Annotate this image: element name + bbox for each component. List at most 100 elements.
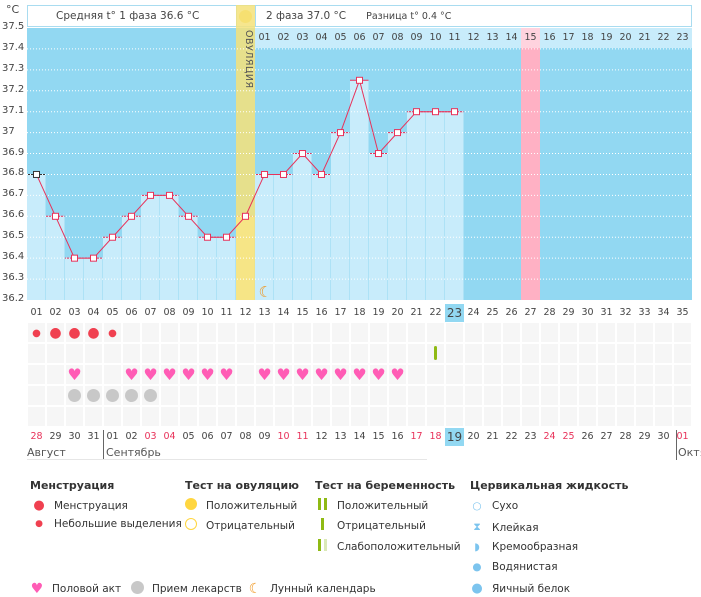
day-cell[interactable] xyxy=(28,323,45,342)
day-cell[interactable] xyxy=(560,407,577,426)
date-label[interactable]: 04 xyxy=(163,431,176,442)
day-cell[interactable] xyxy=(617,407,634,426)
day-cell[interactable] xyxy=(66,323,83,342)
day-cell[interactable] xyxy=(104,407,121,426)
day-cell[interactable] xyxy=(655,344,672,363)
day-cell[interactable] xyxy=(294,386,311,405)
day-cell[interactable] xyxy=(674,386,691,405)
day-cell[interactable] xyxy=(351,323,368,342)
day-cell[interactable] xyxy=(617,365,634,384)
day-cell[interactable] xyxy=(522,386,539,405)
day-cell[interactable] xyxy=(598,386,615,405)
day-cell[interactable] xyxy=(674,365,691,384)
day-cell[interactable] xyxy=(484,323,501,342)
day-cell[interactable] xyxy=(465,386,482,405)
date-label[interactable]: 28 xyxy=(30,431,43,442)
day-cell[interactable] xyxy=(579,365,596,384)
day-cell[interactable] xyxy=(541,344,558,363)
day-cell[interactable] xyxy=(674,323,691,342)
day-cell[interactable] xyxy=(66,344,83,363)
cycle-day-label[interactable]: 27 xyxy=(524,307,537,318)
day-cell[interactable] xyxy=(465,344,482,363)
cycle-day-label[interactable]: 22 xyxy=(429,307,442,318)
day-cell[interactable] xyxy=(28,344,45,363)
day-cell[interactable] xyxy=(522,407,539,426)
day-cell[interactable] xyxy=(28,365,45,384)
cycle-day-label[interactable]: 23 xyxy=(445,304,464,322)
day-cell[interactable] xyxy=(161,344,178,363)
day-cell[interactable] xyxy=(104,344,121,363)
cycle-day-label[interactable]: 06 xyxy=(125,307,138,318)
cycle-day-label[interactable]: 29 xyxy=(562,307,575,318)
day-cell[interactable] xyxy=(142,344,159,363)
day-cell[interactable] xyxy=(256,365,273,384)
day-cell[interactable] xyxy=(313,344,330,363)
day-cell[interactable] xyxy=(503,386,520,405)
day-cell[interactable] xyxy=(199,407,216,426)
cycle-day-label[interactable]: 26 xyxy=(505,307,518,318)
day-cell[interactable] xyxy=(598,344,615,363)
day-cell[interactable] xyxy=(275,386,292,405)
day-cell[interactable] xyxy=(446,407,463,426)
day-cell[interactable] xyxy=(28,386,45,405)
day-cell[interactable] xyxy=(351,407,368,426)
cycle-day-label[interactable]: 01 xyxy=(30,307,43,318)
day-cell[interactable] xyxy=(180,344,197,363)
date-label[interactable]: 30 xyxy=(68,431,81,442)
date-label[interactable]: 08 xyxy=(239,431,252,442)
day-cell[interactable] xyxy=(541,386,558,405)
day-cell[interactable] xyxy=(579,407,596,426)
day-cell[interactable] xyxy=(256,323,273,342)
day-cell[interactable] xyxy=(313,407,330,426)
day-cell[interactable] xyxy=(465,407,482,426)
date-label[interactable]: 26 xyxy=(581,431,594,442)
date-label[interactable]: 28 xyxy=(619,431,632,442)
day-cell[interactable] xyxy=(370,323,387,342)
day-cell[interactable] xyxy=(674,407,691,426)
day-cell[interactable] xyxy=(446,386,463,405)
day-cell[interactable] xyxy=(598,365,615,384)
day-cell[interactable] xyxy=(332,323,349,342)
cycle-day-label[interactable]: 19 xyxy=(372,307,385,318)
cycle-day-label[interactable]: 34 xyxy=(657,307,670,318)
day-cell[interactable] xyxy=(142,365,159,384)
day-cell[interactable] xyxy=(465,365,482,384)
day-cell[interactable] xyxy=(446,323,463,342)
date-label[interactable]: 14 xyxy=(353,431,366,442)
day-cell[interactable] xyxy=(541,365,558,384)
date-label[interactable]: 24 xyxy=(543,431,556,442)
day-cell[interactable] xyxy=(123,407,140,426)
day-cell[interactable] xyxy=(85,344,102,363)
cycle-day-label[interactable]: 08 xyxy=(163,307,176,318)
date-label[interactable]: 22 xyxy=(505,431,518,442)
day-cell[interactable] xyxy=(484,344,501,363)
date-label[interactable]: 05 xyxy=(182,431,195,442)
day-cell[interactable] xyxy=(66,365,83,384)
day-cell[interactable] xyxy=(389,386,406,405)
day-cell[interactable] xyxy=(199,365,216,384)
day-cell[interactable] xyxy=(237,407,254,426)
day-cell[interactable] xyxy=(427,323,444,342)
day-cell[interactable] xyxy=(408,344,425,363)
cycle-day-label[interactable]: 14 xyxy=(277,307,290,318)
day-cell[interactable] xyxy=(47,386,64,405)
cycle-day-label[interactable]: 24 xyxy=(467,307,480,318)
day-cell[interactable] xyxy=(655,386,672,405)
day-cell[interactable] xyxy=(161,386,178,405)
day-cell[interactable] xyxy=(104,323,121,342)
day-cell[interactable] xyxy=(256,386,273,405)
day-cell[interactable] xyxy=(66,407,83,426)
day-cell[interactable] xyxy=(484,386,501,405)
day-cell[interactable] xyxy=(370,344,387,363)
day-cell[interactable] xyxy=(522,365,539,384)
day-cell[interactable] xyxy=(655,407,672,426)
date-label[interactable]: 23 xyxy=(524,431,537,442)
day-cell[interactable] xyxy=(522,344,539,363)
day-cell[interactable] xyxy=(123,323,140,342)
day-cell[interactable] xyxy=(256,407,273,426)
cycle-day-label[interactable]: 16 xyxy=(315,307,328,318)
day-cell[interactable] xyxy=(655,323,672,342)
day-cell[interactable] xyxy=(351,386,368,405)
day-cell[interactable] xyxy=(180,323,197,342)
day-cell[interactable] xyxy=(85,323,102,342)
